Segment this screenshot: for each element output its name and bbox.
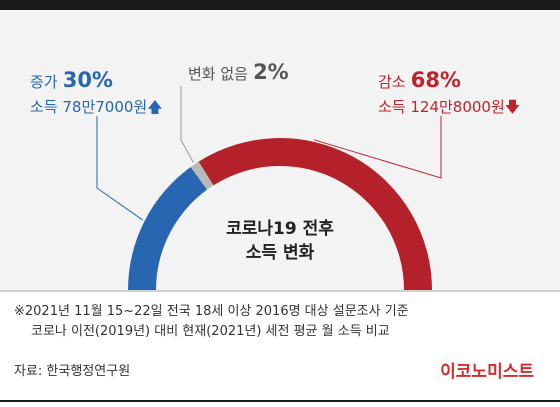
arrow-up-icon: 🡅 — [147, 98, 163, 116]
chart-panel: 증가 30% 소득 78만7000원🡅 변화 없음 2% 감소 68% 소득 1… — [0, 10, 560, 290]
divider — [0, 290, 560, 292]
leader-increase — [96, 116, 144, 221]
center-title-line1: 코로나19 전후 — [226, 219, 334, 239]
brand-logo: 이코노미스트 — [440, 362, 534, 382]
arc-decrease — [198, 137, 432, 290]
slice-value-nochange: 2% — [253, 60, 289, 84]
slice-name-increase: 증가 — [30, 73, 58, 91]
bottom-rule — [0, 400, 560, 402]
label-decrease: 감소 68% 소득 124만8000원🡇 — [378, 68, 520, 122]
arrow-down-icon: 🡇 — [504, 98, 521, 116]
source-credit: 자료: 한국행정연구원 — [14, 364, 131, 379]
leader-decrease — [313, 116, 442, 179]
slice-value-increase: 30% — [62, 68, 113, 92]
slice-name-nochange: 변화 없음 — [188, 65, 248, 83]
slice-name-decrease: 감소 — [378, 73, 406, 91]
center-title-line2: 소득 변화 — [245, 243, 315, 263]
arc-nochange — [190, 161, 214, 190]
label-increase: 증가 30% 소득 78만7000원🡅 — [30, 68, 163, 122]
leader-nochange — [180, 86, 194, 163]
chart-center-title: 코로나19 전후 소득 변화 — [200, 217, 360, 265]
survey-note: ※2021년 11월 15~22일 전국 18세 이상 2016명 대상 설문조… — [14, 302, 409, 342]
label-nochange: 변화 없음 2% — [188, 60, 289, 84]
slice-value-decrease: 68% — [410, 68, 461, 92]
top-bar — [0, 0, 560, 10]
note-line1: ※2021년 11월 15~22일 전국 18세 이상 2016명 대상 설문조… — [14, 304, 409, 319]
note-line2: 코로나 이전(2019년) 대비 현재(2021년) 세전 평균 월 소득 비교 — [31, 324, 390, 339]
half-donut-chart — [96, 86, 442, 290]
arc-increase — [128, 167, 208, 290]
detail-increase: 소득 78만7000원 — [30, 98, 148, 116]
detail-decrease: 소득 124만8000원 — [378, 98, 505, 116]
